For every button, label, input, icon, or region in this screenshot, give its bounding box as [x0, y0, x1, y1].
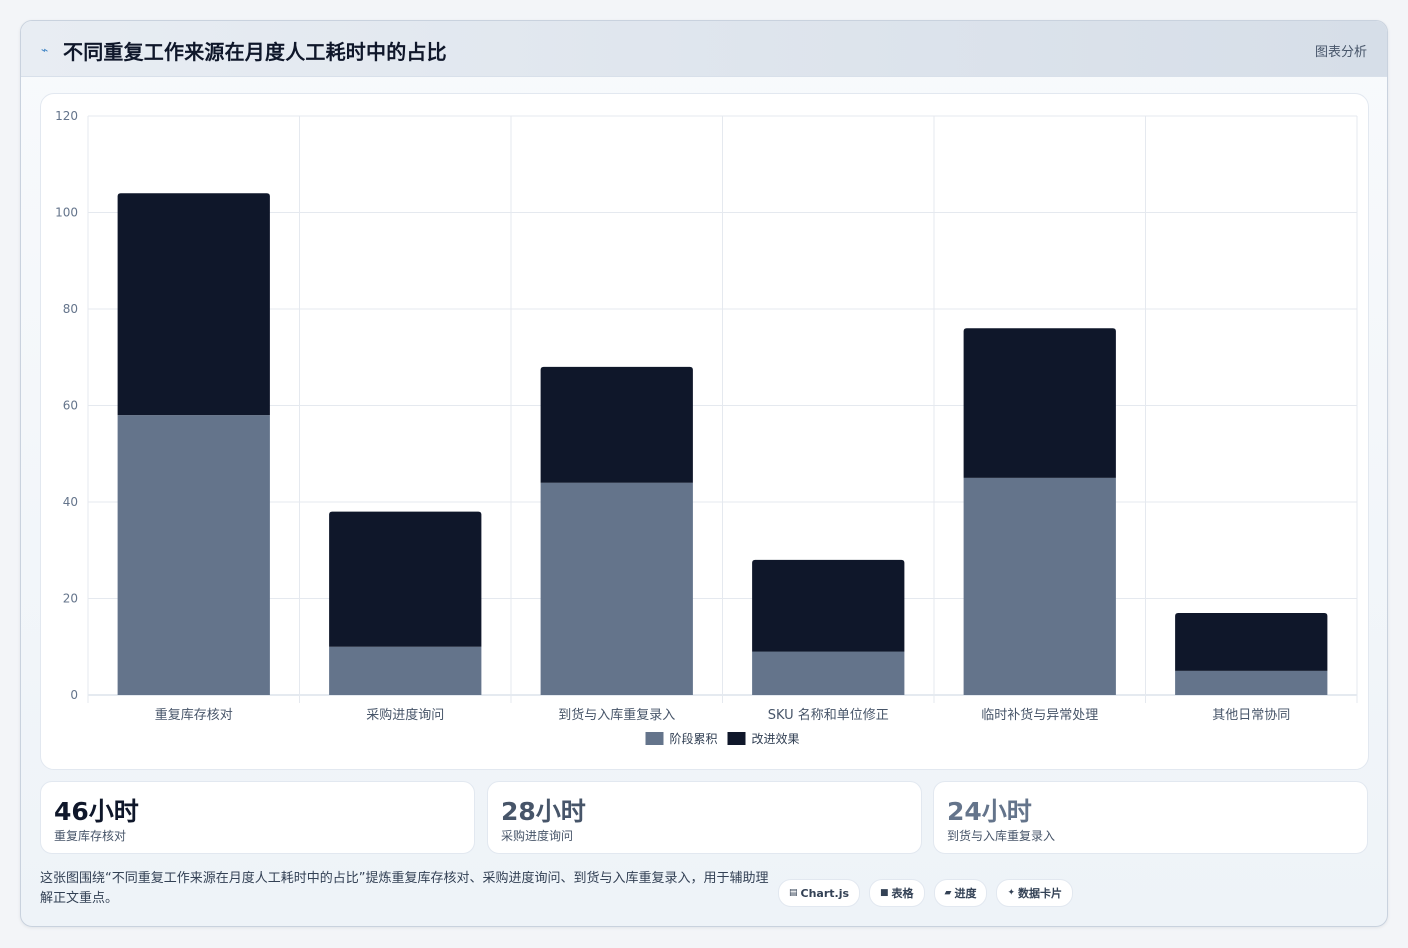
bar-segment [963, 328, 1116, 478]
tag-label: 进度 [954, 887, 977, 900]
bar-segment [540, 482, 693, 695]
bar-segment [329, 646, 482, 695]
progress-icon: ▰ [944, 888, 952, 898]
stacked-bar-chart: 0 20 40 60 80 100 120 重复库存核对 采购进度询问 到货与入库重复录入 SKU … [55, 109, 1358, 746]
stat-label: 重复库存核对 [54, 829, 127, 843]
table-icon: ■ [880, 888, 889, 898]
stat-label: 到货与入库重复录入 [947, 829, 1056, 843]
stat-card-2: 28小时 采购进度询问 [487, 781, 922, 854]
bar-segment [752, 651, 905, 695]
y-tick-label: 100 [55, 206, 78, 220]
legend-label: 改进效果 [752, 731, 800, 746]
legend-swatch [645, 732, 664, 745]
bar-segment [1175, 670, 1328, 695]
x-tick-label: 临时补货与异常处理 [981, 707, 1098, 723]
y-tick-label: 20 [63, 592, 78, 606]
chart-card: ⌁ 不同重复工作来源在月度人工耗时中的占比 图表分析 0 20 40 60 80 100 1… [20, 20, 1388, 927]
tag-progress[interactable]: ▰ 进度 [933, 879, 988, 907]
card-header: ⌁ 不同重复工作来源在月度人工耗时中的占比 图表分析 [21, 21, 1387, 77]
tag-data-card[interactable]: ✦ 数据卡片 [996, 879, 1074, 907]
tag-label: 数据卡片 [1018, 887, 1063, 900]
tag-chartjs[interactable]: ▤ Chart.js [778, 879, 861, 907]
page-title: 不同重复工作来源在月度人工耗时中的占比 [63, 40, 447, 64]
bar-segment [752, 559, 905, 652]
chart-icon: ⌁ [41, 43, 49, 57]
chart-description: 这张图围绕“不同重复工作来源在月度人工耗时中的占比”提炼重复库存核对、采购进度询… [40, 871, 769, 906]
bar-segment [1175, 612, 1328, 671]
x-tick-label: 重复库存核对 [155, 707, 233, 723]
legend-label: 阶段累积 [670, 731, 718, 746]
legend-swatch [727, 732, 746, 745]
bar-segment [963, 477, 1116, 695]
stat-value: 46小时 [54, 797, 139, 826]
y-tick-label: 80 [63, 302, 78, 316]
stat-card-3: 24小时 到货与入库重复录入 [933, 781, 1368, 854]
stat-value: 28小时 [501, 797, 586, 826]
y-tick-label: 0 [70, 688, 78, 702]
x-tick-label: SKU 名称和单位修正 [768, 707, 889, 723]
tag-label: Chart.js [800, 886, 850, 900]
chart-panel: 0 20 40 60 80 100 120 重复库存核对 采购进度询问 到货与入库重复录入 SKU … [40, 93, 1369, 770]
stat-label: 采购进度询问 [501, 829, 574, 843]
tag-list: ▤ Chart.js ■ 表格 ▰ 进度 ✦ 数据卡片 [778, 879, 1074, 907]
y-tick-label: 120 [55, 109, 78, 123]
bar-segment [117, 415, 270, 695]
chart-icon: ▤ [789, 888, 798, 898]
bar-segment [540, 366, 693, 483]
tag-label: 表格 [891, 887, 914, 900]
bar-segment [329, 511, 482, 647]
x-tick-label: 采购进度询问 [366, 707, 444, 723]
chart-analysis-badge: 图表分析 [1314, 45, 1367, 60]
x-tick-label: 其他日常协同 [1212, 708, 1290, 723]
x-tick-label: 到货与入库重复录入 [558, 707, 675, 723]
bar-segment [117, 193, 270, 416]
tag-table[interactable]: ■ 表格 [869, 879, 925, 907]
stat-value: 24小时 [947, 797, 1032, 826]
y-tick-label: 60 [63, 399, 78, 413]
stat-card-1: 46小时 重复库存核对 [40, 781, 475, 854]
sparkle-icon: ✦ [1007, 888, 1016, 898]
y-tick-label: 40 [63, 495, 78, 509]
